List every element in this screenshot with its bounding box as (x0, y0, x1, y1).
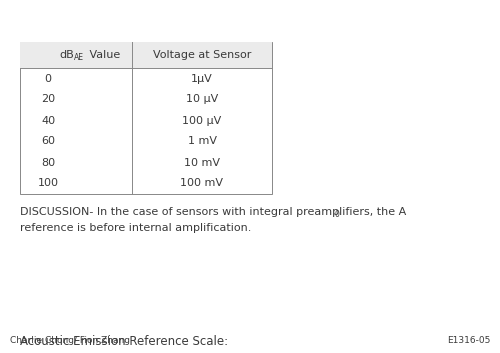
Text: E1316-05: E1316-05 (446, 336, 490, 345)
Text: 20: 20 (41, 95, 55, 104)
Text: 80: 80 (41, 157, 55, 168)
Text: 100 μV: 100 μV (182, 115, 222, 126)
Text: AE: AE (74, 53, 84, 62)
Text: 1μV: 1μV (191, 73, 213, 84)
Text: 0: 0 (334, 210, 339, 219)
Text: Acoustic Emission Reference Scale:: Acoustic Emission Reference Scale: (20, 335, 228, 348)
Text: 40: 40 (41, 115, 55, 126)
Text: DISCUSSION- In the case of sensors with integral preamplifiers, the A: DISCUSSION- In the case of sensors with … (20, 207, 406, 217)
Text: 1 mV: 1 mV (188, 137, 216, 146)
Text: Voltage at Sensor: Voltage at Sensor (153, 50, 251, 60)
Bar (20, 42, 272, 68)
Text: reference is before internal amplification.: reference is before internal amplificati… (20, 223, 252, 233)
Text: 60: 60 (41, 137, 55, 146)
Text: dB: dB (60, 50, 74, 60)
Text: Charlie Chong/ Fion Zhang: Charlie Chong/ Fion Zhang (10, 336, 130, 345)
Bar (20, 42, 272, 194)
Text: 10 mV: 10 mV (184, 157, 220, 168)
Text: 0: 0 (44, 73, 52, 84)
Text: 10 μV: 10 μV (186, 95, 218, 104)
Text: 100: 100 (38, 179, 58, 189)
Text: Value: Value (86, 50, 120, 60)
Text: 100 mV: 100 mV (180, 179, 224, 189)
